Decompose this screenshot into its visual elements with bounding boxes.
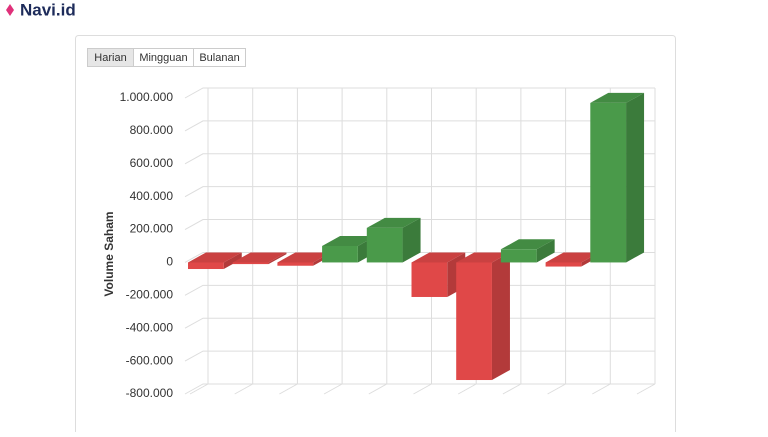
logo[interactable]: Navi.id [20,0,76,19]
y-tick-label: -200.000 [126,288,174,302]
bar [366,227,403,263]
tab-label[interactable]: Bulanan [199,52,239,64]
plot: -800.000 -600.000 -400.000 -200.000 0 200.000… [120,87,656,400]
y-tick-label: 1.000.000 [120,90,174,104]
grid-line [184,383,655,395]
bar-top [411,252,466,263]
grid-line [184,87,655,99]
y-tick-label: -800.000 [126,386,174,400]
floor-line [323,383,343,395]
bar [411,262,448,297]
bar [456,262,492,381]
y-tick-label: -400.000 [126,320,174,334]
floor-line [636,383,656,395]
floor-line [547,383,566,395]
bar-side [536,239,555,263]
bar-top [277,252,332,263]
bar-top [456,252,510,263]
y-tick-label: -600.000 [126,353,174,367]
floor-line [413,383,432,395]
grid-line [184,219,655,230]
bar [545,262,582,267]
bar-side [223,252,242,270]
bar-top [366,217,421,228]
bar [500,249,537,263]
y-tick-label: 200.000 [130,222,174,236]
bar [590,102,627,263]
bar-top [232,252,287,263]
bar [188,262,224,270]
bar-side [491,252,510,381]
tab-label[interactable]: Mingguan [139,52,187,64]
y-tick-label: 400.000 [130,189,174,203]
bar [232,262,269,265]
tab-button[interactable] [193,48,246,67]
bar-top [545,252,600,263]
floor-line [502,383,522,395]
grid-line [184,186,655,198]
bar-top [500,239,555,250]
bar [277,262,314,266]
floor-line [234,383,253,395]
tab-group: Harian Mingguan Bulanan [87,48,246,67]
logo-icon [6,4,14,16]
y-tick-label: 0 [166,255,173,269]
bar-side [402,217,421,263]
y-tick-label: 800.000 [130,123,174,137]
bar-top [188,252,242,263]
bar-top [590,92,645,103]
tab-label[interactable]: Harian [94,52,126,64]
floor-line [457,383,477,395]
floor-line [368,383,388,395]
bar-top [322,236,376,246]
bar-side [268,252,287,265]
floor-line [279,383,298,395]
floor-line [592,383,611,395]
grid-line [184,153,655,165]
y-axis-title: Volume Saham [102,211,116,296]
floor-line [189,383,209,395]
bar [322,246,358,263]
y-tick-label: 600.000 [130,156,174,170]
grid-line [184,120,655,132]
bar-side [626,92,645,263]
